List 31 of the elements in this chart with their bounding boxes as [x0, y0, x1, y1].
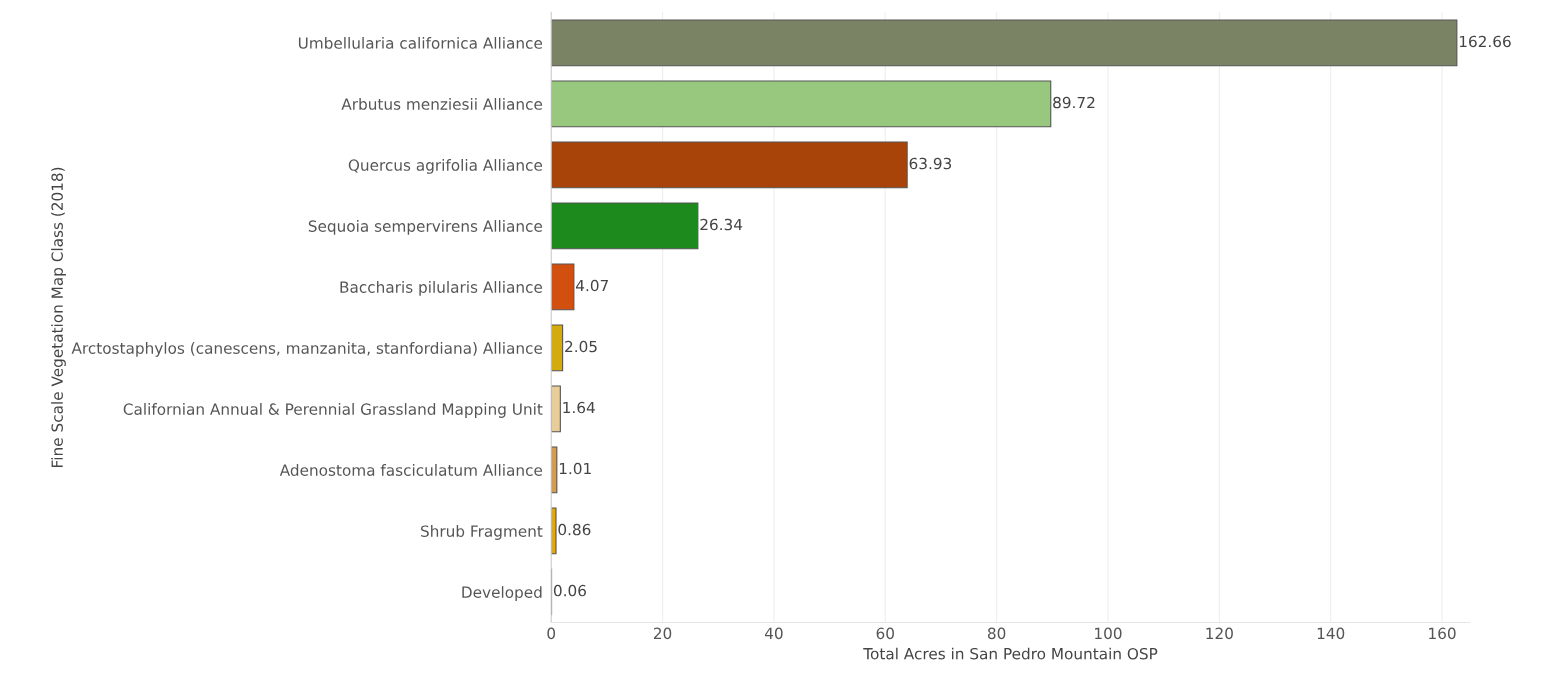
y-tick-label: Shrub Fragment [421, 525, 543, 540]
data-label: 162.66 [1459, 35, 1511, 48]
y-tick-label: Sequoia sempervirens Alliance [308, 220, 543, 235]
x-tick-label: 60 [876, 627, 894, 640]
data-label: 4.07 [576, 279, 608, 292]
y-tick-label: Umbellularia californica Alliance [298, 37, 543, 49]
data-label: 2.05 [565, 340, 597, 353]
x-tick-label: 120 [1206, 627, 1233, 640]
y-tick-label: Arctostaphylos (canescens, manzanita, stanfordiana) Alliance [71, 342, 543, 357]
x-tick-label: 100 [1095, 627, 1122, 640]
x-tick-label: 80 [987, 627, 1006, 640]
data-label: 0.86 [558, 523, 591, 536]
y-tick-label: Quercus agrifolia Alliance [348, 159, 543, 174]
x-tick-label: 140 [1317, 627, 1345, 640]
y-tick-label: Californian Annual & Perennial Grassland Mapping Unit [123, 403, 543, 418]
x-axis-title: Total Acres in San Pedro Mountain OSP [863, 647, 1158, 660]
x-tick-label: 160 [1429, 627, 1456, 640]
data-label: 63.93 [909, 157, 952, 170]
y-tick-label: Developed [462, 586, 542, 601]
data-label: 1.64 [563, 401, 595, 414]
y-tick-label: Adenostoma fasciculatum Alliance [279, 464, 543, 476]
y-tick-label: Arbutus menziesii Alliance [341, 98, 543, 110]
data-label: 89.72 [1053, 96, 1095, 109]
x-tick-label: 20 [653, 627, 672, 640]
y-tick-label: Baccharis pilularis Alliance [340, 281, 543, 296]
x-tick-label: 40 [764, 627, 783, 640]
y-axis-title: Fine Scale Vegetation Map Class (2018) [51, 167, 66, 467]
data-label: 0.06 [553, 584, 586, 597]
data-label: 26.34 [700, 218, 743, 231]
x-tick-label: 0 [547, 627, 556, 640]
data-label: 1.01 [559, 462, 591, 475]
